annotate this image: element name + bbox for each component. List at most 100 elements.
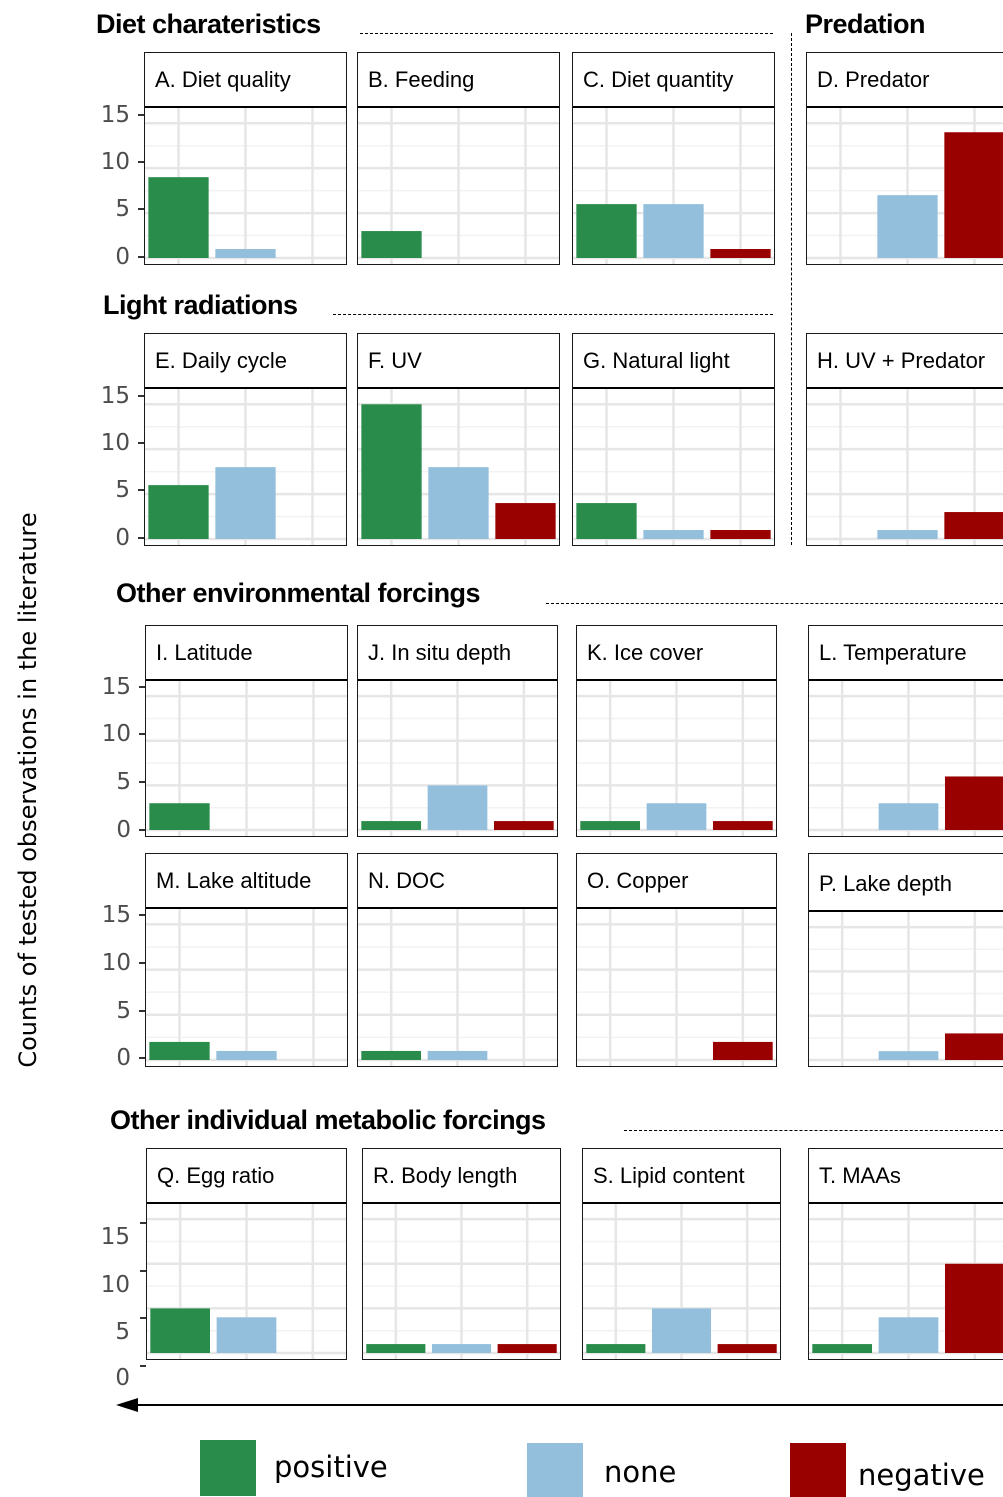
section-title-light: Light radiations (103, 288, 302, 322)
bar-negative (710, 530, 771, 539)
bar-positive (149, 803, 210, 830)
bar-plot (577, 909, 776, 1066)
bar-negative (497, 1344, 557, 1353)
bar-positive (148, 485, 209, 539)
panel-title: C. Diet quantity (583, 67, 734, 92)
section-divider-diet (360, 33, 773, 34)
bar-none (427, 785, 488, 830)
section-divider-vertical (791, 33, 792, 545)
bar-plot (809, 1204, 1003, 1359)
bar-negative (495, 503, 556, 539)
plot-area (573, 108, 774, 264)
panel-C: C. Diet quantity (572, 52, 775, 265)
y-tick-label: 15 (101, 902, 131, 928)
bar-plot (358, 389, 559, 545)
panel-strip: D. Predator (807, 53, 1003, 108)
y-tick-label: 5 (115, 1319, 130, 1345)
bar-negative (944, 1033, 1003, 1060)
panel-L: L. Temperature (808, 625, 1003, 837)
section-divider-light (333, 314, 773, 315)
panel-O: O. Copper (576, 853, 777, 1067)
bar-positive (361, 231, 422, 258)
plot-area (147, 1204, 346, 1359)
panel-I: I. Latitude (145, 625, 348, 837)
legend-label-none: none (604, 1455, 677, 1489)
y-tick-label: 15 (101, 674, 131, 700)
panel-strip: Q. Egg ratio (147, 1149, 346, 1204)
bar-none (878, 803, 939, 830)
y-tick-mark (139, 1010, 145, 1012)
plot-area (146, 681, 347, 836)
bar-positive (580, 821, 641, 830)
bar-plot (807, 389, 1003, 545)
panel-title: H. UV + Predator (817, 348, 986, 373)
plot-area (358, 681, 557, 836)
panel-title: J. In situ depth (368, 640, 512, 665)
y-tick-label: 5 (116, 769, 131, 795)
bar-none (431, 1344, 492, 1353)
y-tick-label: 0 (116, 817, 131, 843)
panel-title: N. DOC (368, 868, 445, 893)
bar-positive (366, 1344, 426, 1353)
bar-positive (361, 1050, 422, 1060)
y-tick-mark (138, 442, 144, 444)
y-tick-mark (140, 1270, 146, 1272)
panel-A: A. Diet quality (144, 52, 347, 265)
y-tick-label: 0 (115, 1365, 130, 1391)
panel-strip: K. Ice cover (577, 626, 776, 681)
panel-P: P. Lake depth (808, 853, 1003, 1067)
bar-plot (147, 1204, 346, 1359)
panel-strip: N. DOC (358, 854, 557, 909)
panel-E: E. Daily cycle (144, 333, 347, 546)
panel-B: B. Feeding (357, 52, 560, 265)
bar-none (877, 195, 938, 258)
bar-none (643, 530, 704, 539)
plot-area (809, 1204, 1003, 1359)
y-axis-title: Counts of tested observations in the lit… (14, 512, 42, 1068)
bar-none (646, 803, 707, 830)
panel-D: D. Predator (806, 52, 1003, 265)
plot-area (807, 108, 1003, 264)
bar-plot (146, 909, 347, 1066)
plot-area (809, 912, 1003, 1066)
panel-title: G. Natural light (583, 348, 730, 373)
plot-area (358, 108, 559, 264)
section-title-environment: Other environmental forcings (116, 576, 485, 610)
y-tick-label: 10 (101, 721, 131, 747)
plot-area (577, 909, 776, 1066)
plot-area (358, 389, 559, 545)
y-tick-mark (139, 962, 145, 964)
plot-area (358, 909, 557, 1066)
bar-plot (358, 681, 557, 836)
panel-title: P. Lake depth (819, 871, 952, 896)
plot-area (363, 1204, 560, 1359)
bar-positive (361, 821, 422, 830)
y-tick-mark (138, 489, 144, 491)
bar-negative (944, 1263, 1003, 1353)
section-title-metabolic: Other individual metabolic forcings (110, 1103, 550, 1137)
bar-negative (710, 249, 771, 258)
panel-strip: S. Lipid content (583, 1149, 780, 1204)
panel-R: R. Body length (362, 1148, 561, 1360)
bar-positive (361, 404, 422, 539)
plot-area (145, 389, 346, 545)
plot-area (145, 108, 346, 264)
y-tick-mark (138, 256, 144, 258)
y-tick-mark (138, 114, 144, 116)
panel-strip: T. MAAs (809, 1149, 1003, 1204)
panel-strip: M. Lake altitude (146, 854, 347, 909)
plot-area (809, 681, 1003, 836)
bar-none (216, 1050, 277, 1060)
y-tick-mark (139, 733, 145, 735)
y-tick-label: 10 (101, 950, 131, 976)
y-tick-label: 0 (115, 244, 130, 270)
panel-title: I. Latitude (156, 640, 253, 665)
bar-none (877, 530, 938, 539)
y-tick-label: 10 (100, 1272, 130, 1298)
bar-plot (145, 389, 346, 545)
y-tick-mark (139, 914, 145, 916)
panel-title: L. Temperature (819, 640, 967, 665)
y-tick-mark (138, 208, 144, 210)
bar-plot (809, 681, 1003, 836)
